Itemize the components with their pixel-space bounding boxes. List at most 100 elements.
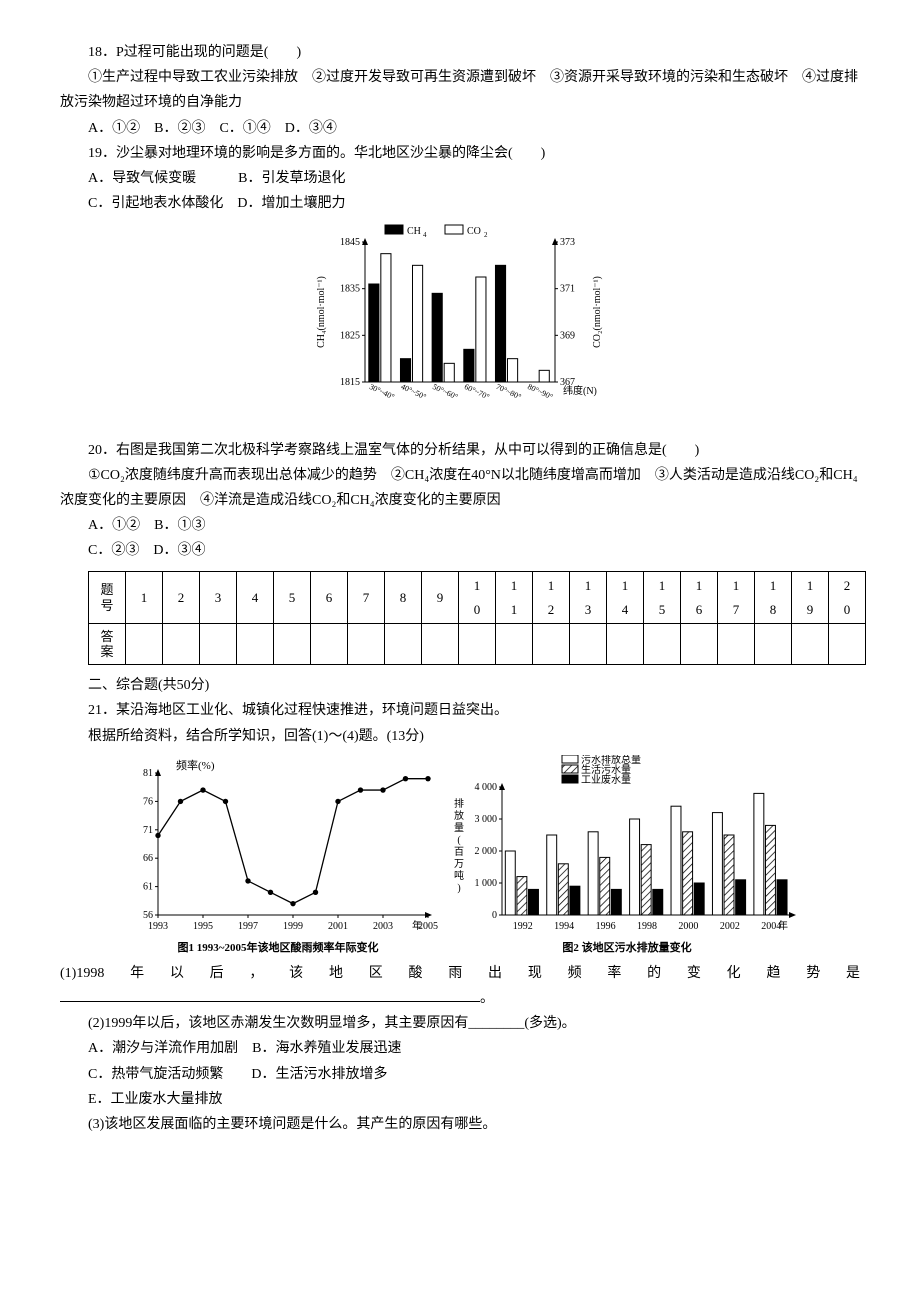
answer-table-col: 3	[200, 572, 237, 624]
greenhouse-gas-chart: CH4CO21815182518351845367369371373CH₄(nm…	[60, 222, 860, 431]
svg-text:放: 放	[454, 809, 464, 822]
svg-text:71: 71	[143, 825, 153, 836]
answer-table-cell	[644, 624, 681, 665]
svg-text:(: (	[457, 835, 461, 846]
q21-sub2-ab: A．潮汐与洋流作用加剧 B．海水养殖业发展迅速	[60, 1036, 860, 1061]
svg-text:频率(%): 频率(%)	[176, 758, 215, 772]
svg-text:0: 0	[492, 910, 497, 921]
svg-text:3 000: 3 000	[474, 814, 497, 825]
answer-table-answer-label: 答案	[89, 624, 126, 665]
answer-table-col: 18	[755, 572, 792, 624]
answer-table-col: 9	[422, 572, 459, 624]
q20-choice-ab: A．①② B．①③	[60, 513, 860, 538]
svg-text:1997: 1997	[238, 921, 258, 932]
svg-text:80°~90°: 80°~90°	[526, 382, 554, 401]
svg-text:2003: 2003	[373, 921, 393, 932]
svg-text:81: 81	[143, 768, 153, 779]
svg-text:70°~80°: 70°~80°	[495, 382, 523, 401]
svg-text:CH₄(nmol·mol⁻¹): CH₄(nmol·mol⁻¹)	[316, 276, 327, 348]
answer-table-col: 16	[681, 572, 718, 624]
svg-text:1993: 1993	[148, 921, 168, 932]
answer-table-col: 13	[570, 572, 607, 624]
svg-text:373: 373	[560, 237, 575, 248]
answer-table-col: 11	[496, 572, 533, 624]
svg-text:年: 年	[778, 919, 788, 932]
svg-text:CO: CO	[467, 226, 481, 237]
svg-text:1999: 1999	[283, 921, 303, 932]
svg-text:1995: 1995	[193, 921, 213, 932]
answer-table-cell	[681, 624, 718, 665]
q19-stem: 19．沙尘暴对地理环境的影响是多方面的。华北地区沙尘暴的降尘会( )	[60, 141, 860, 166]
answer-table-header-label: 题号	[89, 572, 126, 624]
q18-choices: A．①② B．②③ C．①④ D．③④	[60, 116, 860, 141]
answer-table-col: 7	[348, 572, 385, 624]
svg-text:工业废水量: 工业废水量	[581, 773, 631, 786]
answer-table-cell	[274, 624, 311, 665]
answer-table-col: 2	[163, 572, 200, 624]
svg-text:40°~50°: 40°~50°	[400, 382, 428, 401]
answer-table-col: 10	[459, 572, 496, 624]
svg-text:61: 61	[143, 881, 153, 892]
q21-sub3: (3)该地区发展面临的主要环境问题是什么。其产生的原因有哪些。	[60, 1112, 860, 1137]
q21-charts: 频率(%) 56 61 66 71 76 81 1993 1995 1997 1999 2001 200…	[60, 755, 860, 955]
svg-text:56: 56	[143, 910, 153, 921]
svg-text:1996: 1996	[595, 921, 615, 932]
svg-text:图2 该地区污水排放量变化: 图2 该地区污水排放量变化	[562, 940, 691, 954]
q21-sub: 根据所给资料，结合所学知识，回答(1)～(4)题。(13分)	[60, 724, 860, 749]
q21-sub1: (1)1998年以后，该地区酸雨出现频率的变化趋势是	[60, 961, 860, 986]
answer-table-col: 14	[607, 572, 644, 624]
svg-text:): )	[457, 883, 460, 894]
svg-text:371: 371	[560, 284, 575, 295]
svg-text:百: 百	[454, 846, 464, 858]
q21-stem: 21．某沿海地区工业化、城镇化过程快速推进，环境问题日益突出。	[60, 698, 860, 723]
section-2-heading: 二、综合题(共50分)	[60, 673, 860, 698]
svg-text:1845: 1845	[340, 237, 360, 248]
answer-table: 题号1234567891011121314151617181920 答案	[88, 571, 866, 665]
answer-table-cell	[533, 624, 570, 665]
answer-table-cell	[126, 624, 163, 665]
svg-text:66: 66	[143, 853, 153, 864]
answer-table-cell	[718, 624, 755, 665]
q20-stem: 20．右图是我国第二次北极科学考察路线上温室气体的分析结果，从中可以得到的正确信…	[60, 438, 860, 463]
answer-table-cell	[385, 624, 422, 665]
svg-text:量: 量	[454, 822, 464, 834]
svg-text:50°~60°: 50°~60°	[431, 382, 459, 401]
svg-text:4: 4	[423, 231, 427, 239]
svg-text:76: 76	[143, 796, 153, 807]
svg-text:369: 369	[560, 331, 575, 342]
svg-text:排: 排	[454, 797, 464, 810]
q18-opts: ①生产过程中导致工农业污染排放 ②过度开发导致可再生资源遭到破坏 ③资源开采导致…	[60, 65, 860, 115]
answer-table-cell	[570, 624, 607, 665]
svg-text:1 000: 1 000	[474, 878, 497, 889]
answer-table-col: 12	[533, 572, 570, 624]
svg-text:1992: 1992	[512, 921, 532, 932]
answer-table-col: 20	[829, 572, 866, 624]
answer-table-cell	[200, 624, 237, 665]
answer-table-col: 8	[385, 572, 422, 624]
svg-text:2001: 2001	[328, 921, 348, 932]
q19-choice-ab: A．导致气候变暖 B．引发草场退化	[60, 166, 860, 191]
svg-text:4 000: 4 000	[474, 782, 497, 793]
answer-table-col: 15	[644, 572, 681, 624]
svg-text:图1 1993~2005年该地区酸雨频率年际变化: 图1 1993~2005年该地区酸雨频率年际变化	[178, 940, 379, 954]
svg-text:1815: 1815	[340, 377, 360, 388]
svg-text:30°~40°: 30°~40°	[368, 382, 396, 401]
svg-text:吨: 吨	[454, 869, 464, 882]
q21-sub1-period: 。	[480, 991, 494, 1006]
answer-table-cell	[459, 624, 496, 665]
answer-table-col: 17	[718, 572, 755, 624]
q18-stem: 18．P过程可能出现的问题是( )	[60, 40, 860, 65]
svg-text:纬度(N): 纬度(N)	[563, 384, 597, 397]
svg-text:1825: 1825	[340, 331, 360, 342]
answer-table-cell	[311, 624, 348, 665]
q20-choice-cd: C．②③ D．③④	[60, 538, 860, 563]
answer-table-cell	[496, 624, 533, 665]
svg-text:1835: 1835	[340, 284, 360, 295]
svg-text:1998: 1998	[637, 921, 657, 932]
answer-table-cell	[792, 624, 829, 665]
answer-table-col: 6	[311, 572, 348, 624]
q21-sub1-text: (1)1998年以后，该地区酸雨出现频率的变化趋势是	[60, 966, 860, 981]
answer-table-cell	[163, 624, 200, 665]
answer-table-col: 1	[126, 572, 163, 624]
svg-text:年: 年	[412, 919, 422, 932]
